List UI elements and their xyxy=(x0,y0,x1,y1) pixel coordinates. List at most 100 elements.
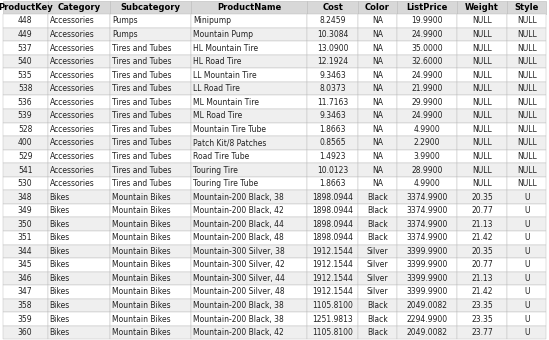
Text: Silver: Silver xyxy=(367,260,388,269)
Text: 3399.9900: 3399.9900 xyxy=(406,287,447,296)
Text: Silver: Silver xyxy=(367,247,388,256)
Text: Black: Black xyxy=(367,220,388,229)
Text: 2.2900: 2.2900 xyxy=(413,138,440,148)
Text: Tires and Tubes: Tires and Tubes xyxy=(113,57,172,66)
Text: U: U xyxy=(524,301,530,310)
Text: NULL: NULL xyxy=(472,71,492,80)
Text: 1.8663: 1.8663 xyxy=(320,125,346,134)
Text: HL Road Tire: HL Road Tire xyxy=(193,57,242,66)
Text: U: U xyxy=(524,206,530,215)
Text: NA: NA xyxy=(372,30,383,39)
Text: 400: 400 xyxy=(18,138,32,148)
Text: NULL: NULL xyxy=(517,98,537,107)
Text: Accessories: Accessories xyxy=(50,98,94,107)
Text: Tires and Tubes: Tires and Tubes xyxy=(113,44,172,53)
Text: 3399.9900: 3399.9900 xyxy=(406,260,447,269)
Text: U: U xyxy=(524,192,530,202)
Text: Mountain Bikes: Mountain Bikes xyxy=(113,192,171,202)
Text: 24.9900: 24.9900 xyxy=(411,30,442,39)
Text: Accessories: Accessories xyxy=(50,125,94,134)
Text: 360: 360 xyxy=(18,328,32,337)
Text: Mountain Bikes: Mountain Bikes xyxy=(113,314,171,323)
Text: NULL: NULL xyxy=(472,111,492,120)
Text: Weight: Weight xyxy=(465,3,499,12)
Text: U: U xyxy=(524,260,530,269)
Text: NA: NA xyxy=(372,152,383,161)
Text: U: U xyxy=(524,274,530,283)
Text: NULL: NULL xyxy=(472,44,492,53)
Text: 13.0900: 13.0900 xyxy=(317,44,349,53)
Text: Tires and Tubes: Tires and Tubes xyxy=(113,152,172,161)
Text: 3374.9900: 3374.9900 xyxy=(406,220,447,229)
Text: 3374.9900: 3374.9900 xyxy=(406,233,447,242)
Text: Mountain-300 Silver, 44: Mountain-300 Silver, 44 xyxy=(193,274,285,283)
Text: 345: 345 xyxy=(18,260,32,269)
Text: 9.3463: 9.3463 xyxy=(320,111,346,120)
Text: NA: NA xyxy=(372,17,383,26)
Text: NULL: NULL xyxy=(472,57,492,66)
Text: 1.4923: 1.4923 xyxy=(320,152,346,161)
Text: Bikes: Bikes xyxy=(50,328,70,337)
Text: 1898.0944: 1898.0944 xyxy=(312,206,353,215)
Text: NA: NA xyxy=(372,71,383,80)
Text: Mountain-200 Black, 42: Mountain-200 Black, 42 xyxy=(193,328,284,337)
Text: Mountain Bikes: Mountain Bikes xyxy=(113,233,171,242)
Text: Category: Category xyxy=(57,3,100,12)
Text: Touring Tire Tube: Touring Tire Tube xyxy=(193,179,258,188)
Text: 1251.9813: 1251.9813 xyxy=(312,314,353,323)
Text: 1912.1544: 1912.1544 xyxy=(312,287,353,296)
Text: 346: 346 xyxy=(18,274,32,283)
Text: 12.1924: 12.1924 xyxy=(317,57,348,66)
Text: Tires and Tubes: Tires and Tubes xyxy=(113,179,172,188)
Text: Mountain Bikes: Mountain Bikes xyxy=(113,206,171,215)
Text: Bikes: Bikes xyxy=(50,260,70,269)
Text: Mountain-200 Black, 42: Mountain-200 Black, 42 xyxy=(193,206,284,215)
Text: 1898.0944: 1898.0944 xyxy=(312,233,353,242)
Text: 28.9900: 28.9900 xyxy=(411,166,442,174)
Text: LL Road Tire: LL Road Tire xyxy=(193,84,240,93)
Text: NA: NA xyxy=(372,57,383,66)
Text: NA: NA xyxy=(372,138,383,148)
Text: 538: 538 xyxy=(18,84,32,93)
Text: 0.8565: 0.8565 xyxy=(320,138,346,148)
Text: NA: NA xyxy=(372,84,383,93)
Text: NULL: NULL xyxy=(517,111,537,120)
Text: 1105.8100: 1105.8100 xyxy=(312,328,353,337)
Text: Black: Black xyxy=(367,233,388,242)
Text: 20.77: 20.77 xyxy=(471,206,493,215)
Text: Bikes: Bikes xyxy=(50,192,70,202)
Text: Bikes: Bikes xyxy=(50,314,70,323)
Text: 537: 537 xyxy=(18,44,32,53)
Text: Accessories: Accessories xyxy=(50,57,94,66)
Text: Bikes: Bikes xyxy=(50,274,70,283)
Text: 4.9900: 4.9900 xyxy=(413,125,440,134)
Text: Black: Black xyxy=(367,192,388,202)
Text: 1898.0944: 1898.0944 xyxy=(312,192,353,202)
Text: Mountain Bikes: Mountain Bikes xyxy=(113,301,171,310)
Text: U: U xyxy=(524,220,530,229)
Text: Mountain-200 Black, 48: Mountain-200 Black, 48 xyxy=(193,233,284,242)
Text: Subcategory: Subcategory xyxy=(121,3,181,12)
Text: 29.9900: 29.9900 xyxy=(411,98,442,107)
Text: 1912.1544: 1912.1544 xyxy=(312,260,353,269)
Text: 3374.9900: 3374.9900 xyxy=(406,206,447,215)
Text: Accessories: Accessories xyxy=(50,152,94,161)
Text: Style: Style xyxy=(514,3,539,12)
Text: Minipump: Minipump xyxy=(193,17,231,26)
Text: 348: 348 xyxy=(18,192,32,202)
Text: Accessories: Accessories xyxy=(50,44,94,53)
Text: 344: 344 xyxy=(18,247,32,256)
Text: 448: 448 xyxy=(18,17,32,26)
Text: Accessories: Accessories xyxy=(50,166,94,174)
Text: 540: 540 xyxy=(18,57,32,66)
Text: U: U xyxy=(524,314,530,323)
Text: Tires and Tubes: Tires and Tubes xyxy=(113,111,172,120)
Text: 358: 358 xyxy=(18,301,32,310)
Text: 21.42: 21.42 xyxy=(471,233,493,242)
Text: Mountain Bikes: Mountain Bikes xyxy=(113,274,171,283)
Text: NULL: NULL xyxy=(472,30,492,39)
Text: 19.9900: 19.9900 xyxy=(411,17,442,26)
Text: Tires and Tubes: Tires and Tubes xyxy=(113,125,172,134)
Text: Mountain Bikes: Mountain Bikes xyxy=(113,247,171,256)
Text: 9.3463: 9.3463 xyxy=(320,71,346,80)
